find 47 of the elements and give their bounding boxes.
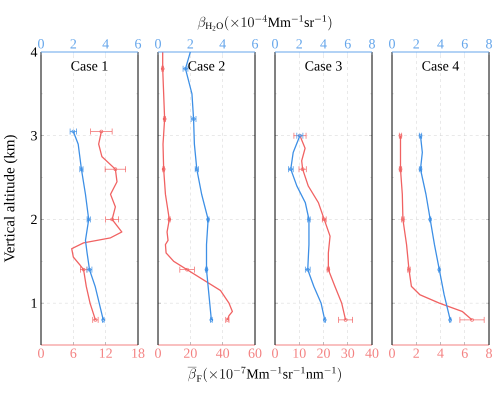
x-tick-label: 20 (317, 348, 330, 358)
x2-tick-label: 2 (187, 39, 194, 48)
x2-tick-label: 2 (296, 39, 302, 48)
x2-axis-title: $\beta_{\mathrm{H_2O}}(\times 10^{-4}\mathrm{Mm^{-1}sr^{-1}})$ (198, 14, 332, 30)
x-tick-label: 10 (294, 348, 306, 358)
y-tick-label: 3 (31, 131, 37, 140)
x2-tick-label: 0 (389, 39, 395, 48)
x-tick-label: 30 (341, 348, 354, 358)
chart-title: Case 3 (305, 61, 342, 71)
x2-tick-label: 8 (369, 39, 375, 48)
x-tick-label: 0 (38, 348, 44, 358)
y-tick-label: 2 (31, 214, 37, 224)
x2-tick-label: 8 (486, 39, 492, 48)
x2-tick-label: 6 (344, 39, 351, 48)
x2-tick-label: 2 (70, 39, 76, 48)
x-tick-label: 18 (132, 348, 144, 358)
chart-title: Case 2 (188, 61, 225, 71)
x-tick-label: 6 (70, 348, 76, 358)
x-tick-label: 40 (365, 348, 378, 358)
x-axis-title: $\overline{\beta}_{\mathrm{F}}(\times 10^{-7}\mathrm{Mm^{-1}sr^{-1}nm^{-1}})$ (188, 366, 341, 382)
x-tick-label: 6 (462, 348, 468, 358)
chart-title: Case 1 (71, 61, 108, 71)
chart-title: Case 4 (422, 61, 460, 71)
x-tick-label: 12 (100, 348, 112, 358)
x2-tick-label: 6 (462, 39, 468, 48)
x-tick-label: 40 (216, 348, 230, 358)
x2-tick-label: 2 (413, 39, 419, 48)
x-tick-label: 4 (437, 348, 444, 358)
x2-tick-label: 4 (437, 39, 444, 48)
x2-tick-label: 4 (102, 39, 109, 48)
x-tick-label: 0 (389, 348, 395, 358)
y-axis-title: Vertical altitude (km) (4, 135, 18, 262)
x2-tick-label: 0 (38, 39, 44, 48)
x-tick-label: 20 (184, 348, 197, 358)
x2-tick-label: 4 (320, 39, 327, 48)
x-tick-label: 60 (248, 348, 262, 358)
x-tick-label: 2 (413, 348, 419, 358)
x-tick-label: 0 (155, 348, 161, 358)
x-tick-label: 0 (272, 348, 278, 358)
x2-tick-label: 0 (272, 39, 278, 48)
x-tick-label: 8 (486, 348, 492, 358)
x2-tick-label: 0 (155, 39, 161, 48)
y-tick-label: 1 (32, 298, 37, 308)
x2-tick-label: 6 (135, 39, 142, 48)
y-tick-label: 4 (30, 47, 38, 57)
x2-tick-label: 6 (252, 39, 258, 48)
x2-tick-label: 4 (219, 39, 226, 48)
